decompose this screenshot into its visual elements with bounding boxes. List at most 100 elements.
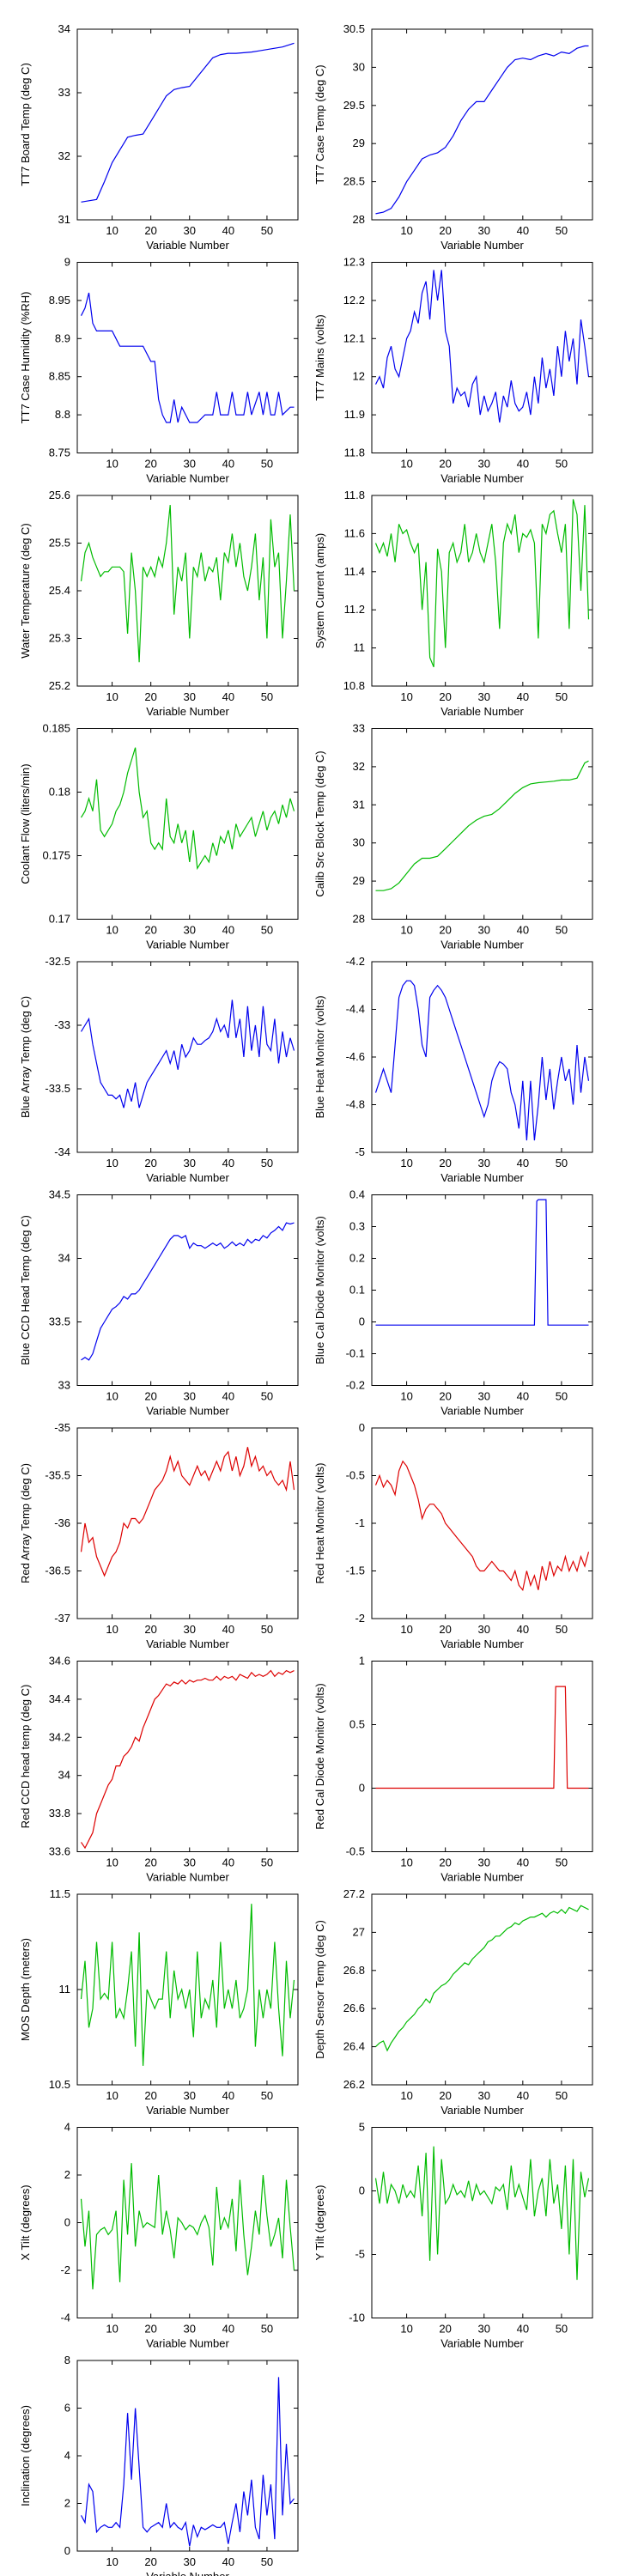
x-tick-label: 10: [400, 1623, 412, 1636]
series-line: [80, 1904, 295, 2066]
y-tick-label: 29: [353, 137, 365, 149]
x-tick-label: 30: [478, 690, 490, 703]
x-tick-label: 40: [222, 1390, 234, 1403]
y-axis-label: Depth Sensor Temp (deg C): [313, 1920, 326, 2059]
x-tick-label: 40: [222, 1623, 234, 1636]
series-line: [81, 1222, 295, 1361]
plot-frame: [371, 495, 593, 687]
plot-frame: [76, 2127, 299, 2318]
y-tick-label: 4: [64, 2449, 70, 2462]
y-axis-label: Y Tilt (degrees): [313, 2185, 326, 2261]
y-tick-label: 0: [359, 1315, 365, 1328]
x-axis-label: Variable Number: [440, 239, 524, 252]
chart-panel: -34 -33.5 -33 -32.5 10 20 30 40 50 Variable Numbe…: [19, 955, 299, 1184]
y-tick-label: 32: [353, 760, 365, 773]
y-tick-label: 8.9: [55, 331, 70, 344]
x-tick-label: 50: [261, 2323, 273, 2336]
y-tick-label: -4.4: [346, 1003, 365, 1016]
x-tick-label: 40: [222, 2089, 234, 2102]
x-axis-label: Variable Number: [440, 2104, 524, 2117]
x-tick-label: 30: [478, 2323, 490, 2336]
x-tick-label: 30: [478, 1390, 490, 1403]
series-line: [374, 1460, 590, 1592]
x-tick-label: 20: [439, 224, 451, 237]
y-tick-label: 31: [353, 798, 365, 811]
y-tick-label: -1.5: [346, 1564, 365, 1577]
y-axis-label: Blue CCD Head Temp (deg C): [19, 1215, 32, 1365]
plot-frame: [371, 1893, 593, 2086]
y-tick-label: -5: [355, 2248, 365, 2261]
y-tick-label: 10.8: [343, 679, 365, 692]
plot-frame: [76, 1661, 299, 1852]
x-tick-label: 30: [184, 458, 196, 471]
x-tick-label: 20: [439, 1623, 451, 1636]
x-tick-label: 10: [106, 2555, 118, 2568]
x-axis-label: Variable Number: [440, 1171, 524, 1184]
y-tick-label: 0.5: [349, 1718, 365, 1731]
x-tick-label: 10: [106, 924, 118, 937]
y-tick-label: 33: [353, 722, 365, 735]
x-tick-label: 20: [144, 690, 156, 703]
x-axis-label: Variable Number: [440, 1871, 524, 1884]
y-tick-label: -35: [54, 1421, 70, 1434]
chart-panel: 33 33.5 34 34.5 10 20 30 40 50 Variable Number Blu…: [19, 1188, 299, 1418]
y-tick-label: 0.1: [349, 1284, 365, 1297]
x-tick-label: 10: [106, 458, 118, 471]
x-tick-label: 30: [184, 224, 196, 237]
x-axis-label: Variable Number: [146, 1405, 229, 1418]
y-tick-label: 0.2: [349, 1252, 365, 1265]
x-tick-label: 40: [222, 1856, 234, 1869]
y-tick-label: -4: [60, 2312, 70, 2324]
chart-panel: 0 2 4 6 8 10 20 30 40 50 Variable Number Inclinatio…: [19, 2354, 299, 2576]
y-axis-label: Red Cal Diode Monitor (volts): [313, 1683, 326, 1830]
x-tick-label: 50: [261, 1390, 273, 1403]
y-tick-label: 11.8: [344, 447, 365, 459]
plot-frame: [76, 1194, 299, 1386]
chart-panel: 33.6 33.8 34 34.2 34.4 34.6 10 20 30 40 50 Variable…: [19, 1655, 299, 1884]
y-tick-label: 34: [58, 1769, 70, 1782]
y-tick-label: 2: [64, 2168, 70, 2181]
y-tick-label: 28.5: [343, 175, 365, 188]
y-axis-label: Blue Array Temp (deg C): [19, 996, 32, 1118]
y-tick-label: 29: [353, 874, 365, 887]
x-tick-label: 20: [144, 1856, 156, 1869]
y-tick-label: 1: [359, 1655, 365, 1668]
y-tick-label: -35.5: [45, 1469, 70, 1482]
y-tick-label: -33.5: [45, 1082, 70, 1095]
y-tick-label: 29.5: [343, 99, 365, 112]
x-tick-label: 10: [400, 1856, 412, 1869]
x-axis-label: Variable Number: [146, 1637, 229, 1650]
x-axis-label: Variable Number: [440, 939, 524, 951]
y-tick-label: -4.6: [346, 1050, 365, 1063]
x-tick-label: 20: [144, 2555, 156, 2568]
y-tick-label: 0.3: [349, 1220, 365, 1233]
x-tick-label: 50: [556, 924, 568, 937]
series-line: [80, 747, 295, 871]
x-axis-label: Variable Number: [146, 1871, 229, 1884]
x-tick-label: 30: [478, 1623, 490, 1636]
x-tick-label: 40: [517, 1157, 529, 1170]
chart-panel: 10.5 11 11.5 10 20 30 40 50 Variable Number MOS D…: [19, 1887, 299, 2117]
y-axis-label: Coolant Flow (liters/min): [19, 763, 32, 884]
x-tick-label: 20: [144, 224, 156, 237]
x-tick-label: 50: [556, 2323, 568, 2336]
y-tick-label: 26.8: [343, 1964, 365, 1977]
series-line: [80, 505, 295, 663]
y-axis-label: Inclination (degrees): [19, 2405, 32, 2506]
y-tick-label: -37: [54, 1612, 70, 1625]
x-tick-label: 40: [222, 224, 234, 237]
series-line: [80, 2163, 295, 2290]
x-tick-label: 10: [106, 1157, 118, 1170]
y-tick-label: 0: [359, 1782, 365, 1795]
x-tick-label: 10: [400, 1390, 412, 1403]
y-tick-label: -0.2: [346, 1379, 365, 1392]
series-line: [81, 42, 295, 203]
series-line: [375, 760, 589, 891]
y-tick-label: 0: [64, 2216, 70, 2229]
x-tick-label: 20: [439, 2089, 451, 2102]
y-axis-label: MOS Depth (meters): [19, 1938, 32, 2041]
x-tick-label: 40: [517, 1390, 529, 1403]
series-line: [80, 2377, 295, 2547]
x-tick-label: 30: [184, 2089, 196, 2102]
